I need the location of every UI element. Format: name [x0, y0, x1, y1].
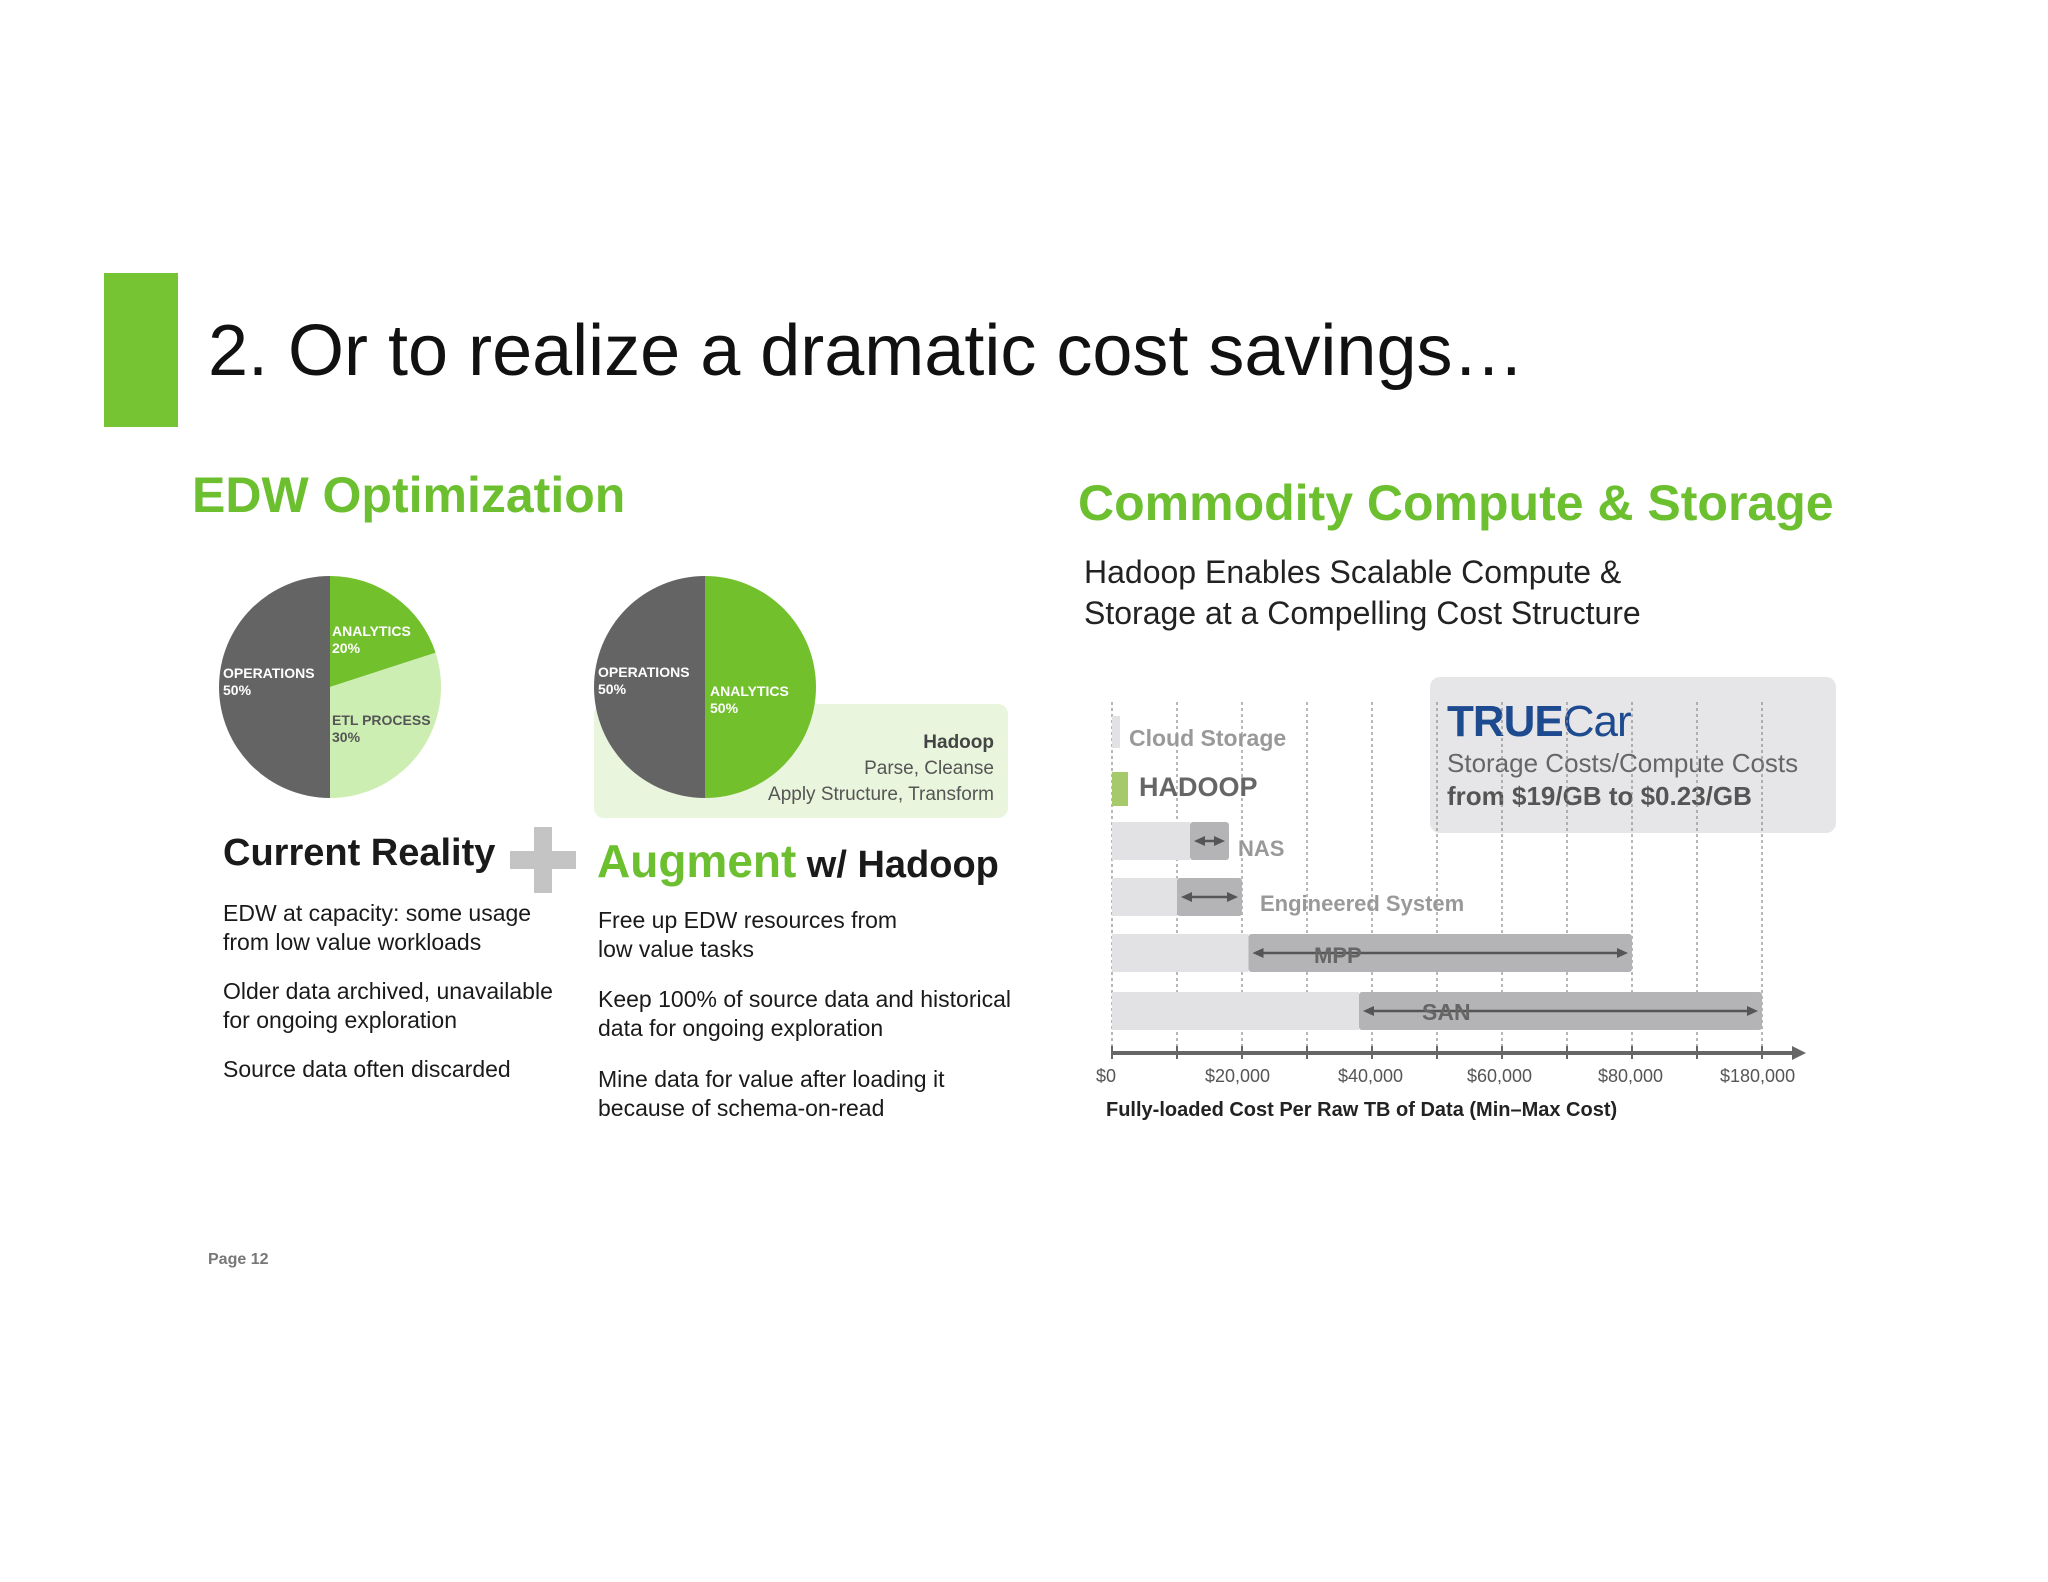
range-arrow-head [1252, 948, 1264, 958]
category-label-mpp: MPP [1314, 943, 1362, 968]
category-label-san: SAN [1422, 999, 1471, 1025]
category-label-hadoop: HADOOP [1139, 772, 1258, 802]
truecar-logo: TRUECar [1447, 697, 1632, 746]
cost-chart [1111, 702, 1806, 1060]
truecar-line2: from $19/GB to $0.23/GB [1447, 781, 1752, 811]
page-number: Page 12 [208, 1251, 269, 1268]
x-axis-label: Fully-loaded Cost Per Raw TB of Data (Mi… [1106, 1099, 1618, 1121]
current-reality-pie [219, 576, 442, 798]
bar-cloud-storage [1112, 716, 1120, 748]
hadoop-box-line1: Parse, Cleanse [864, 758, 994, 779]
truecar-line1: Storage Costs/Compute Costs [1447, 748, 1799, 778]
range-arrow-head [1214, 836, 1225, 846]
chart-gridlines [1111, 702, 1763, 1052]
augment-bullet-3: Mine data for value after loading it bec… [598, 1066, 945, 1121]
augment-pie [594, 576, 816, 798]
augment-heading: Augment w/ Hadoop [597, 835, 999, 887]
x-tick-2: $40,000 [1338, 1066, 1404, 1086]
augment-label-operations: OPERATIONS 50% [598, 664, 690, 697]
bar-hadoop [1112, 772, 1128, 806]
pie-label-etl: ETL PROCESS 30% [332, 712, 431, 745]
bar-base [1112, 878, 1177, 916]
range-arrow-head [1194, 836, 1205, 846]
category-label-cloud-storage: Cloud Storage [1129, 725, 1287, 751]
pie-slice-operations [594, 576, 705, 798]
x-tick-4: $80,000 [1598, 1066, 1664, 1086]
title-accent-bar [104, 273, 178, 427]
hadoop-box-title: Hadoop [923, 732, 994, 753]
chart-bars [1112, 716, 1762, 1030]
pie-slice-etl [330, 652, 442, 798]
pie-slice-analytics [705, 576, 816, 798]
category-label-engineered-system: Engineered System [1260, 891, 1465, 916]
plus-icon [510, 827, 576, 893]
current-bullet-3: Source data often discarded [223, 1056, 511, 1082]
pie-slice-analytics [330, 576, 436, 687]
x-axis-arrow [1792, 1046, 1806, 1060]
range-arrow-head [1747, 1006, 1758, 1016]
augment-bullet-1: Free up EDW resources from low value tas… [598, 907, 898, 962]
bar-base [1112, 934, 1249, 972]
hadoop-box-line2: Apply Structure, Transform [768, 784, 994, 805]
edw-heading: EDW Optimization [192, 467, 626, 523]
commodity-subheading: Hadoop Enables Scalable Compute & Storag… [1084, 554, 1641, 631]
current-reality-heading: Current Reality [223, 832, 496, 874]
commodity-heading: Commodity Compute & Storage [1078, 475, 1834, 531]
x-tick-0: $0 [1096, 1066, 1117, 1086]
slide-title: 2. Or to realize a dramatic cost savings… [208, 311, 1525, 391]
x-tick-3: $60,000 [1467, 1066, 1533, 1086]
bar-base [1112, 822, 1190, 860]
current-bullet-2: Older data archived, unavailable for ong… [223, 978, 553, 1033]
range-arrow-head [1227, 892, 1238, 902]
pie-slice-operations [219, 576, 330, 798]
augment-bullet-2: Keep 100% of source data and historical … [598, 986, 1011, 1041]
x-tick-5: $180,000 [1720, 1066, 1796, 1086]
current-bullet-1: EDW at capacity: some usage from low val… [223, 900, 532, 955]
chart-axis [1111, 1046, 1806, 1060]
truecar-box: TRUECar Storage Costs/Compute Costs from… [1430, 677, 1836, 833]
pie-label-operations: OPERATIONS 50% [223, 665, 315, 698]
bar-base [1112, 992, 1359, 1030]
category-label-nas: NAS [1238, 836, 1285, 861]
range-arrow-head [1363, 1006, 1374, 1016]
pie-label-analytics: ANALYTICS 20% [332, 623, 411, 656]
x-tick-1: $20,000 [1205, 1066, 1271, 1086]
augment-label-analytics: ANALYTICS 50% [710, 683, 789, 716]
range-arrow-head [1617, 948, 1628, 958]
range-arrow-head [1181, 892, 1192, 902]
